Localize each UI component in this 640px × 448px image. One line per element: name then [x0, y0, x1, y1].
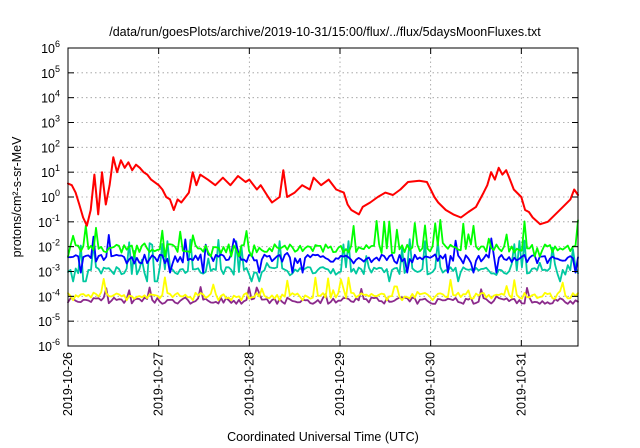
series-line-5 [67, 276, 579, 302]
series-line-1 [67, 156, 579, 227]
y-tick-label: 103 [41, 114, 60, 131]
y-tick-label: 10-6 [38, 337, 60, 354]
x-tick-label: 2019-10-31 [514, 352, 528, 416]
y-tick-label: 10-1 [38, 213, 60, 230]
y-axis-ticks: 10-6 10-5 10-4 10-3 10-2 10-1 100 101 102 103 104 1… [38, 39, 578, 354]
series-layer [67, 156, 579, 305]
x-axis-label: Coordinated Universal Time (UTC) [227, 430, 419, 444]
x-tick-label: 2019-10-28 [242, 352, 256, 416]
x-tick-label: 2019-10-26 [61, 352, 75, 416]
y-tick-label: 10-3 [38, 263, 60, 280]
chart-title: /data/run/goesPlots/archive/2019-10-31/1… [109, 25, 541, 39]
y-tick-label: 106 [41, 39, 60, 56]
x-axis-ticks: 2019-10-26 2019-10-27 2019-10-28 2019-10-29… [61, 48, 528, 416]
y-tick-label: 10-5 [38, 312, 60, 329]
y-tick-label: 102 [41, 138, 60, 155]
y-tick-label: 105 [41, 64, 60, 81]
y-tick-label: 10-2 [38, 238, 60, 255]
x-tick-label: 2019-10-29 [333, 352, 347, 416]
y-tick-label: 101 [41, 163, 60, 180]
y-tick-label: 104 [41, 89, 60, 106]
series-line-3 [67, 238, 579, 283]
grid [68, 48, 578, 346]
series-line-6 [67, 286, 579, 305]
y-tick-label: 100 [41, 188, 60, 205]
y-axis-label: protons/cm²-s-sr-MeV [10, 136, 24, 258]
x-tick-label: 2019-10-30 [424, 352, 438, 416]
series-line-2 [67, 219, 579, 258]
x-tick-label: 2019-10-27 [152, 352, 166, 416]
y-tick-label: 10-4 [38, 287, 60, 304]
